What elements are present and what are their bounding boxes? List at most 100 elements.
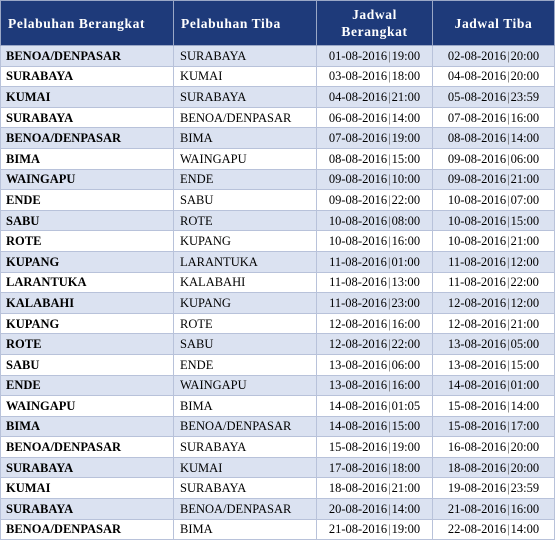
arrival-date: 11-08-2016 <box>448 254 506 269</box>
date-time-separator: | <box>388 192 391 207</box>
arrival-port-cell: KUMAI <box>173 65 317 88</box>
arrival-port-cell: ROTE <box>173 312 317 335</box>
date-time-separator: | <box>507 419 510 434</box>
arrival-port-cell: BENOA/DENPASAR <box>173 106 317 129</box>
header-departure-schedule-line1: Jadwal <box>352 7 397 22</box>
arrival-port-cell: SURABAYA <box>173 45 317 67</box>
departure-port-cell: BIMA <box>0 415 174 438</box>
arrival-schedule-cell: 11-08-2016|22:00 <box>432 271 555 294</box>
arrival-port-cell: KUMAI <box>173 456 317 479</box>
departure-date: 15-08-2016 <box>328 440 388 455</box>
arrival-date: 11-08-2016 <box>448 275 506 290</box>
arrival-time: 20:00 <box>510 460 540 475</box>
arrival-schedule-cell: 12-08-2016|21:00 <box>432 312 555 335</box>
departure-schedule-cell: 20-08-2016|14:00 <box>316 498 433 520</box>
date-time-separator: | <box>506 254 510 269</box>
arrival-date: 07-08-2016 <box>447 110 507 125</box>
date-time-separator: | <box>507 440 510 455</box>
departure-port-cell: SABU <box>0 209 174 232</box>
arrival-date: 16-08-2016 <box>447 440 507 455</box>
departure-schedule-cell: 01-08-2016|19:00 <box>316 45 433 67</box>
departure-date: 10-08-2016 <box>328 213 388 228</box>
arrival-date: 12-08-2016 <box>447 316 507 331</box>
departure-port-cell: ROTE <box>0 230 174 252</box>
departure-time: 19:00 <box>391 522 421 537</box>
departure-port-cell: BENOA/DENPASAR <box>0 518 174 541</box>
arrival-port-cell: ENDE <box>173 168 317 191</box>
departure-time: 08:00 <box>391 213 421 228</box>
date-time-separator: | <box>507 316 510 331</box>
date-time-separator: | <box>507 172 510 187</box>
date-time-separator: | <box>387 275 391 290</box>
arrival-port-cell: BENOA/DENPASAR <box>173 415 317 438</box>
arrival-port-cell: WAINGAPU <box>173 147 317 170</box>
arrival-schedule-cell: 11-08-2016|12:00 <box>432 250 555 273</box>
date-time-separator: | <box>388 440 391 455</box>
departure-date: 14-08-2016 <box>328 419 388 434</box>
arrival-schedule-cell: 10-08-2016|07:00 <box>432 189 555 211</box>
arrival-date: 04-08-2016 <box>447 69 507 84</box>
table-row: BIMA BENOA/DENPASAR 14-08-2016|15:00 15-08-… <box>0 415 555 438</box>
table-row: SURABAYA KUMAI 17-08-2016|18:00 18-08-2016|… <box>0 456 555 479</box>
arrival-time: 12:00 <box>510 254 539 269</box>
arrival-date: 10-08-2016 <box>447 234 507 249</box>
departure-schedule-cell: 15-08-2016|19:00 <box>316 436 433 458</box>
date-time-separator: | <box>388 378 391 393</box>
departure-date: 09-08-2016 <box>328 172 388 187</box>
arrival-time: 14:00 <box>510 398 540 413</box>
arrival-time: 15:00 <box>510 213 540 228</box>
departure-time: 22:00 <box>391 337 421 352</box>
arrival-time: 14:00 <box>510 131 540 146</box>
arrival-date: 13-08-2016 <box>447 357 507 372</box>
table-row: SURABAYA BENOA/DENPASAR 20-08-2016|14:00 21… <box>0 498 555 520</box>
departure-time: 21:00 <box>391 89 421 104</box>
table-row: SURABAYA KUMAI 03-08-2016|18:00 04-08-2016|… <box>0 65 555 88</box>
departure-port-cell: BENOA/DENPASAR <box>0 127 174 149</box>
table-row: BENOA/DENPASAR SURABAYA 01-08-2016|19:00 02… <box>0 45 555 67</box>
departure-schedule-cell: 21-08-2016|19:00 <box>316 518 433 541</box>
table-row: WAINGAPU ENDE 09-08-2016|10:00 09-08-2016|2… <box>0 168 555 191</box>
departure-schedule-cell: 04-08-2016|21:00 <box>316 86 433 108</box>
arrival-schedule-cell: 22-08-2016|14:00 <box>432 518 555 541</box>
departure-date: 01-08-2016 <box>328 48 388 63</box>
departure-date: 04-08-2016 <box>328 89 388 104</box>
date-time-separator: | <box>506 275 510 290</box>
arrival-schedule-cell: 05-08-2016|23:59 <box>432 86 555 108</box>
departure-time: 18:00 <box>391 69 421 84</box>
arrival-time: 17:00 <box>510 419 540 434</box>
arrival-date: 08-08-2016 <box>447 131 507 146</box>
departure-time: 19:00 <box>391 131 421 146</box>
arrival-port-cell: KUPANG <box>173 230 317 252</box>
arrival-schedule-cell: 09-08-2016|21:00 <box>432 168 555 191</box>
arrival-schedule-cell: 09-08-2016|06:00 <box>432 147 555 170</box>
table-row: BENOA/DENPASAR BIMA 21-08-2016|19:00 22-08-… <box>0 518 555 541</box>
date-time-separator: | <box>507 337 510 352</box>
departure-schedule-cell: 09-08-2016|10:00 <box>316 168 433 191</box>
departure-date: 17-08-2016 <box>328 460 388 475</box>
date-time-separator: | <box>507 213 510 228</box>
departure-time: 10:00 <box>391 172 421 187</box>
departure-date: 10-08-2016 <box>328 234 388 249</box>
arrival-time: 20:00 <box>510 69 540 84</box>
date-time-separator: | <box>507 192 510 207</box>
departure-time: 16:00 <box>391 316 421 331</box>
departure-time: 19:00 <box>391 440 421 455</box>
date-time-separator: | <box>388 501 391 516</box>
departure-date: 07-08-2016 <box>328 131 388 146</box>
departure-date: 11-08-2016 <box>329 295 387 310</box>
date-time-separator: | <box>507 295 510 310</box>
arrival-schedule-cell: 21-08-2016|16:00 <box>432 498 555 520</box>
departure-schedule-cell: 14-08-2016|01:05 <box>316 395 433 417</box>
arrival-schedule-cell: 18-08-2016|20:00 <box>432 456 555 479</box>
table-row: BENOA/DENPASAR SURABAYA 15-08-2016|19:00 16… <box>0 436 555 458</box>
departure-schedule-cell: 11-08-2016|13:00 <box>316 271 433 294</box>
arrival-time: 22:00 <box>510 275 539 290</box>
departure-port-cell: SURABAYA <box>0 65 174 88</box>
date-time-separator: | <box>507 357 510 372</box>
arrival-date: 09-08-2016 <box>447 151 507 166</box>
arrival-date: 15-08-2016 <box>447 419 507 434</box>
departure-schedule-cell: 12-08-2016|16:00 <box>316 312 433 335</box>
departure-time: 01:05 <box>391 398 421 413</box>
arrival-time: 23:59 <box>510 89 540 104</box>
table-row: ENDE SABU 09-08-2016|22:00 10-08-2016|07:00 <box>0 189 555 211</box>
